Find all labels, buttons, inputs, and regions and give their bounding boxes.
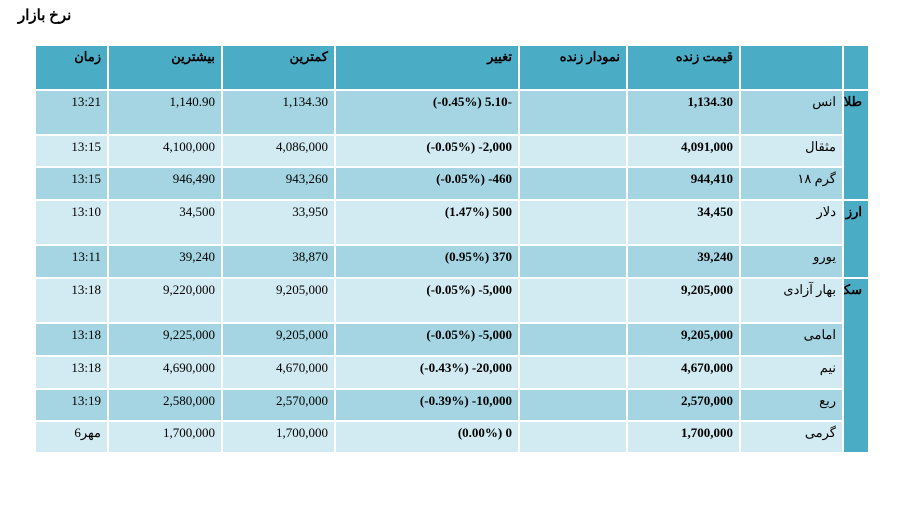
page-title: نرخ بازار xyxy=(18,8,72,24)
high-cell: 946,490 xyxy=(108,167,222,200)
low-cell: 2,570,000 xyxy=(222,389,335,421)
header-cell: زمان xyxy=(35,45,108,90)
low-cell: 33,950 xyxy=(222,200,335,245)
high-cell: 9,220,000 xyxy=(108,278,222,323)
price-cell: 4,670,000 xyxy=(627,356,740,389)
price-cell: 9,205,000 xyxy=(627,323,740,356)
name-cell: امامی xyxy=(740,323,843,356)
high-cell: 1,140.90 xyxy=(108,90,222,135)
name-cell: گرمی xyxy=(740,421,843,453)
change-cell: (0.95%) 370 xyxy=(335,245,519,278)
low-cell: 4,670,000 xyxy=(222,356,335,389)
chart-cell xyxy=(519,245,627,278)
group-cell: طلا xyxy=(843,90,869,200)
price-cell: 2,570,000 xyxy=(627,389,740,421)
low-cell: 943,260 xyxy=(222,167,335,200)
chart-cell xyxy=(519,90,627,135)
header-cell: بیشترین xyxy=(108,45,222,90)
low-cell: 9,205,000 xyxy=(222,278,335,323)
time-cell: 13:19 xyxy=(35,389,108,421)
chart-cell xyxy=(519,421,627,453)
change-cell: (-0.39%) -10,000 xyxy=(335,389,519,421)
time-cell: 13:18 xyxy=(35,278,108,323)
name-cell: نیم xyxy=(740,356,843,389)
time-cell: 6مهر xyxy=(35,421,108,453)
high-cell: 39,240 xyxy=(108,245,222,278)
group-cell: سکه xyxy=(843,278,869,453)
price-cell: 9,205,000 xyxy=(627,278,740,323)
change-cell: (1.47%) 500 xyxy=(335,200,519,245)
high-cell: 2,580,000 xyxy=(108,389,222,421)
chart-cell xyxy=(519,323,627,356)
low-cell: 9,205,000 xyxy=(222,323,335,356)
name-cell: دلار xyxy=(740,200,843,245)
high-cell: 4,100,000 xyxy=(108,135,222,167)
price-cell: 34,450 xyxy=(627,200,740,245)
chart-cell xyxy=(519,135,627,167)
header-cell: تغییر xyxy=(335,45,519,90)
high-cell: 34,500 xyxy=(108,200,222,245)
change-cell: (-0.43%) -20,000 xyxy=(335,356,519,389)
price-cell: 944,410 xyxy=(627,167,740,200)
time-cell: 13:15 xyxy=(35,167,108,200)
header-cell: قیمت زنده xyxy=(627,45,740,90)
name-cell: ربع xyxy=(740,389,843,421)
name-cell: یورو xyxy=(740,245,843,278)
low-cell: 4,086,000 xyxy=(222,135,335,167)
change-cell: (0.00%) 0 xyxy=(335,421,519,453)
change-cell: (-0.45%) 5.10- xyxy=(335,90,519,135)
change-cell: (-0.05%) -2,000 xyxy=(335,135,519,167)
header-cell: کمترین xyxy=(222,45,335,90)
name-cell: مثقال xyxy=(740,135,843,167)
name-cell: انس xyxy=(740,90,843,135)
time-cell: 13:21 xyxy=(35,90,108,135)
high-cell: 9,225,000 xyxy=(108,323,222,356)
time-cell: 13:15 xyxy=(35,135,108,167)
name-cell: بهار آزادی xyxy=(740,278,843,323)
low-cell: 1,700,000 xyxy=(222,421,335,453)
high-cell: 4,690,000 xyxy=(108,356,222,389)
time-cell: 13:10 xyxy=(35,200,108,245)
group-cell: ارز xyxy=(843,200,869,278)
name-cell: گرم ۱۸ xyxy=(740,167,843,200)
header-cell xyxy=(740,45,843,90)
chart-cell xyxy=(519,356,627,389)
high-cell: 1,700,000 xyxy=(108,421,222,453)
chart-cell xyxy=(519,167,627,200)
chart-cell xyxy=(519,200,627,245)
price-cell: 1,134.30 xyxy=(627,90,740,135)
change-cell: (-0.05%) -5,000 xyxy=(335,323,519,356)
price-cell: 4,091,000 xyxy=(627,135,740,167)
header-cell xyxy=(843,45,869,90)
chart-cell xyxy=(519,389,627,421)
price-cell: 39,240 xyxy=(627,245,740,278)
change-cell: (-0.05%) -460 xyxy=(335,167,519,200)
chart-cell xyxy=(519,278,627,323)
low-cell: 38,870 xyxy=(222,245,335,278)
header-cell: نمودار زنده xyxy=(519,45,627,90)
low-cell: 1,134.30 xyxy=(222,90,335,135)
price-cell: 1,700,000 xyxy=(627,421,740,453)
time-cell: 13:11 xyxy=(35,245,108,278)
time-cell: 13:18 xyxy=(35,356,108,389)
time-cell: 13:18 xyxy=(35,323,108,356)
change-cell: (-0.05%) -5,000 xyxy=(335,278,519,323)
